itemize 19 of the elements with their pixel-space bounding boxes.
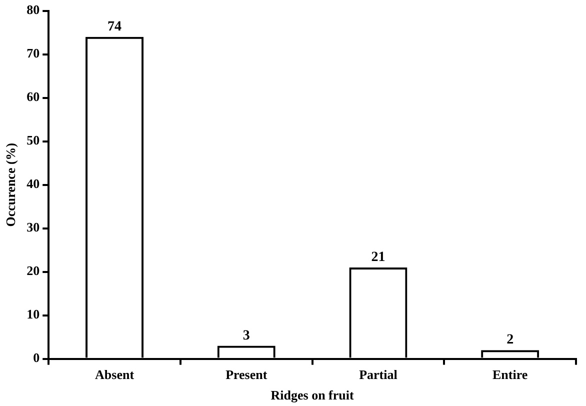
data-label: 74: [108, 20, 122, 35]
y-tick-label: 40: [26, 176, 40, 192]
y-tick-label: 20: [26, 263, 40, 278]
x-tick-label: Present: [226, 366, 268, 382]
y-tick-label: 80: [26, 2, 40, 18]
data-label: 2: [506, 332, 514, 348]
y-tick-label: 30: [26, 220, 40, 235]
y-tick-label: 60: [26, 89, 40, 104]
y-axis-title: Occurence (%): [3, 142, 18, 227]
x-tick-label: Partial: [359, 366, 398, 382]
data-label: 3: [242, 328, 250, 344]
x-tick-label: Absent: [95, 366, 135, 382]
data-label: 21: [371, 250, 386, 266]
y-tick-label: 10: [26, 306, 40, 322]
x-tick-label: Entire: [492, 366, 528, 382]
x-axis-title: Ridges on fruit: [270, 388, 354, 403]
y-tick-label: 0: [33, 350, 40, 366]
y-tick-label: 70: [26, 46, 40, 61]
y-tick-label: 50: [26, 132, 40, 148]
